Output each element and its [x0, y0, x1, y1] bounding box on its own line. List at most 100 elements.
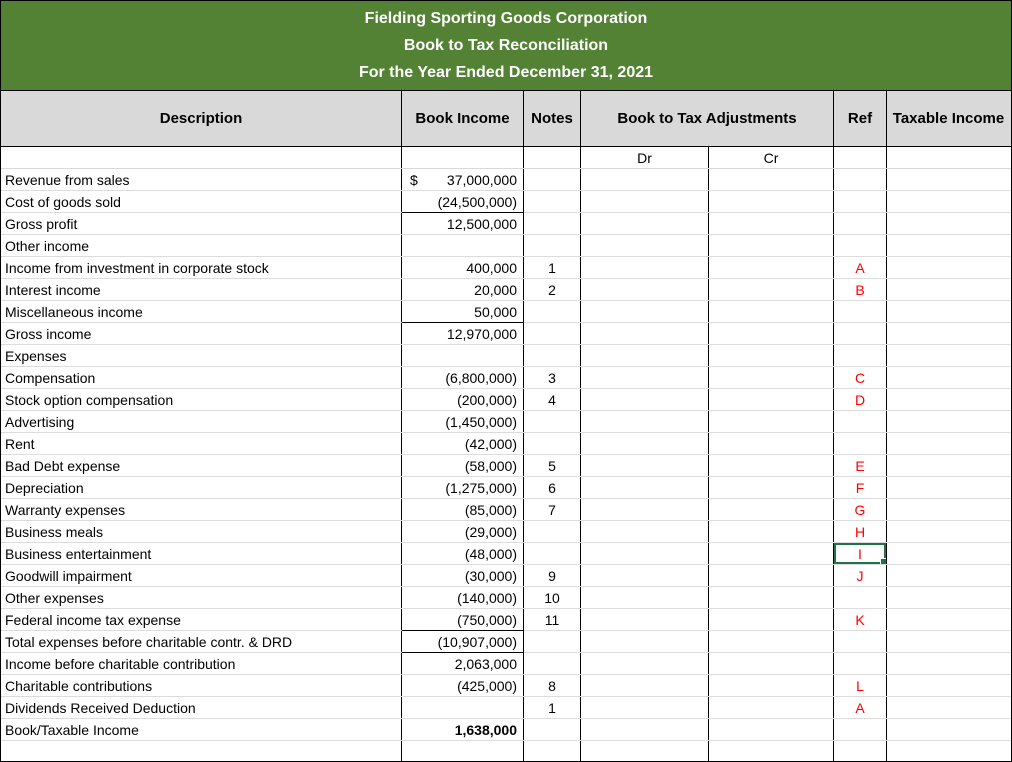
cell-cr[interactable] [709, 455, 834, 476]
cell-description[interactable]: Dividends Received Deduction [1, 697, 402, 718]
cell-taxable-income[interactable] [887, 653, 1010, 674]
cell-taxable-income[interactable] [887, 543, 1010, 564]
cell-ref[interactable] [834, 433, 887, 454]
cell-note[interactable] [524, 411, 581, 432]
cell-note[interactable] [524, 521, 581, 542]
cell-cr[interactable] [709, 675, 834, 696]
cell-dr[interactable] [581, 345, 709, 366]
cell-cr[interactable] [709, 719, 834, 740]
column-header-book-income[interactable]: Book Income [402, 91, 524, 146]
cell-taxable-income[interactable] [887, 477, 1010, 498]
cell-dr[interactable] [581, 279, 709, 300]
cell-cr[interactable] [709, 235, 834, 256]
cell-book-income[interactable]: (29,000) [402, 521, 524, 542]
cell-description[interactable]: Goodwill impairment [1, 565, 402, 586]
cell-ref[interactable] [834, 653, 887, 674]
cell-dr[interactable] [581, 257, 709, 278]
cell-note[interactable] [524, 631, 581, 652]
cell-dr[interactable] [581, 521, 709, 542]
cell-description[interactable]: Interest income [1, 279, 402, 300]
cell-book-income[interactable]: $37,000,000 [402, 169, 524, 190]
cell-dr[interactable] [581, 609, 709, 630]
cell-ref[interactable] [834, 345, 887, 366]
cell-taxable-income[interactable] [887, 367, 1010, 388]
cell-description[interactable]: Miscellaneous income [1, 301, 402, 322]
cell-ref[interactable]: E [834, 455, 887, 476]
cell-taxable-income[interactable] [887, 521, 1010, 542]
cell-note[interactable] [524, 323, 581, 344]
cell-ref[interactable]: D [834, 389, 887, 410]
cell-description[interactable]: Income before charitable contribution [1, 653, 402, 674]
cell-cr[interactable] [709, 653, 834, 674]
cell-book-income[interactable]: (1,450,000) [402, 411, 524, 432]
cell-description[interactable]: Book/Taxable Income [1, 719, 402, 740]
cell-dr[interactable] [581, 455, 709, 476]
cell-description[interactable]: Depreciation [1, 477, 402, 498]
cell-dr[interactable] [581, 741, 709, 761]
cell-taxable-income[interactable] [887, 345, 1010, 366]
cell-taxable-income[interactable] [887, 301, 1010, 322]
cell-note[interactable]: 11 [524, 609, 581, 630]
cell-note[interactable] [524, 741, 581, 761]
cell-ref[interactable]: L [834, 675, 887, 696]
cell-description[interactable]: Compensation [1, 367, 402, 388]
cell-cr[interactable] [709, 565, 834, 586]
cell-cr[interactable] [709, 543, 834, 564]
cell-dr[interactable] [581, 631, 709, 652]
cell-book-income[interactable]: (30,000) [402, 565, 524, 586]
cell-dr[interactable] [581, 675, 709, 696]
cell-ref[interactable] [834, 169, 887, 190]
cell-description[interactable]: Business entertainment [1, 543, 402, 564]
cell-ref[interactable] [834, 301, 887, 322]
subheader-dr-label[interactable]: Dr [581, 147, 709, 168]
cell-book-income[interactable]: (24,500,000) [402, 191, 524, 213]
cell-description[interactable]: Charitable contributions [1, 675, 402, 696]
cell-book-income[interactable]: (1,275,000) [402, 477, 524, 498]
cell-taxable-income[interactable] [887, 587, 1010, 608]
cell-dr[interactable] [581, 433, 709, 454]
cell-cr[interactable] [709, 697, 834, 718]
cell-note[interactable] [524, 169, 581, 190]
cell-book-income[interactable]: (48,000) [402, 543, 524, 564]
cell-ref[interactable]: B [834, 279, 887, 300]
cell-note[interactable] [524, 235, 581, 256]
cell-dr[interactable] [581, 213, 709, 234]
cell-note[interactable]: 5 [524, 455, 581, 476]
cell-cr[interactable] [709, 169, 834, 190]
cell-dr[interactable] [581, 411, 709, 432]
cell-taxable-income[interactable] [887, 719, 1010, 740]
cell-dr[interactable] [581, 477, 709, 498]
cell-book-income[interactable]: (58,000) [402, 455, 524, 476]
cell-cr[interactable] [709, 587, 834, 608]
cell-taxable-income[interactable] [887, 455, 1010, 476]
cell-book-income[interactable]: (10,907,000) [402, 631, 524, 653]
cell-cr[interactable] [709, 477, 834, 498]
cell-description[interactable]: Warranty expenses [1, 499, 402, 520]
cell-cr[interactable] [709, 345, 834, 366]
cell-description[interactable]: Cost of goods sold [1, 191, 402, 212]
cell-taxable-income[interactable] [887, 411, 1010, 432]
column-header-taxable-income[interactable]: Taxable Income [892, 110, 1005, 127]
cell-ref[interactable]: C [834, 367, 887, 388]
cell-taxable-income[interactable] [887, 697, 1010, 718]
cell-cr[interactable] [709, 191, 834, 212]
cell-book-income[interactable] [402, 235, 524, 256]
cell-cr[interactable] [709, 609, 834, 630]
cell-dr[interactable] [581, 301, 709, 322]
cell-ref[interactable] [834, 191, 887, 212]
cell-book-income[interactable]: (200,000) [402, 389, 524, 410]
cell-description[interactable]: Total expenses before charitable contr. … [1, 631, 402, 652]
cell-taxable-income[interactable] [887, 235, 1010, 256]
cell-note[interactable] [524, 345, 581, 366]
cell-book-income[interactable]: 1,638,000 [402, 719, 524, 740]
cell-taxable-income[interactable] [887, 565, 1010, 586]
cell-book-income[interactable]: 12,500,000 [402, 213, 524, 234]
cell-ref[interactable] [834, 323, 887, 344]
cell-book-income[interactable]: (425,000) [402, 675, 524, 696]
cell-taxable-income[interactable] [887, 323, 1010, 344]
subheader-cr-label[interactable]: Cr [709, 147, 834, 168]
cell-dr[interactable] [581, 543, 709, 564]
cell-description[interactable]: Expenses [1, 345, 402, 366]
cell-description[interactable]: Advertising [1, 411, 402, 432]
cell-taxable-income[interactable] [887, 675, 1010, 696]
